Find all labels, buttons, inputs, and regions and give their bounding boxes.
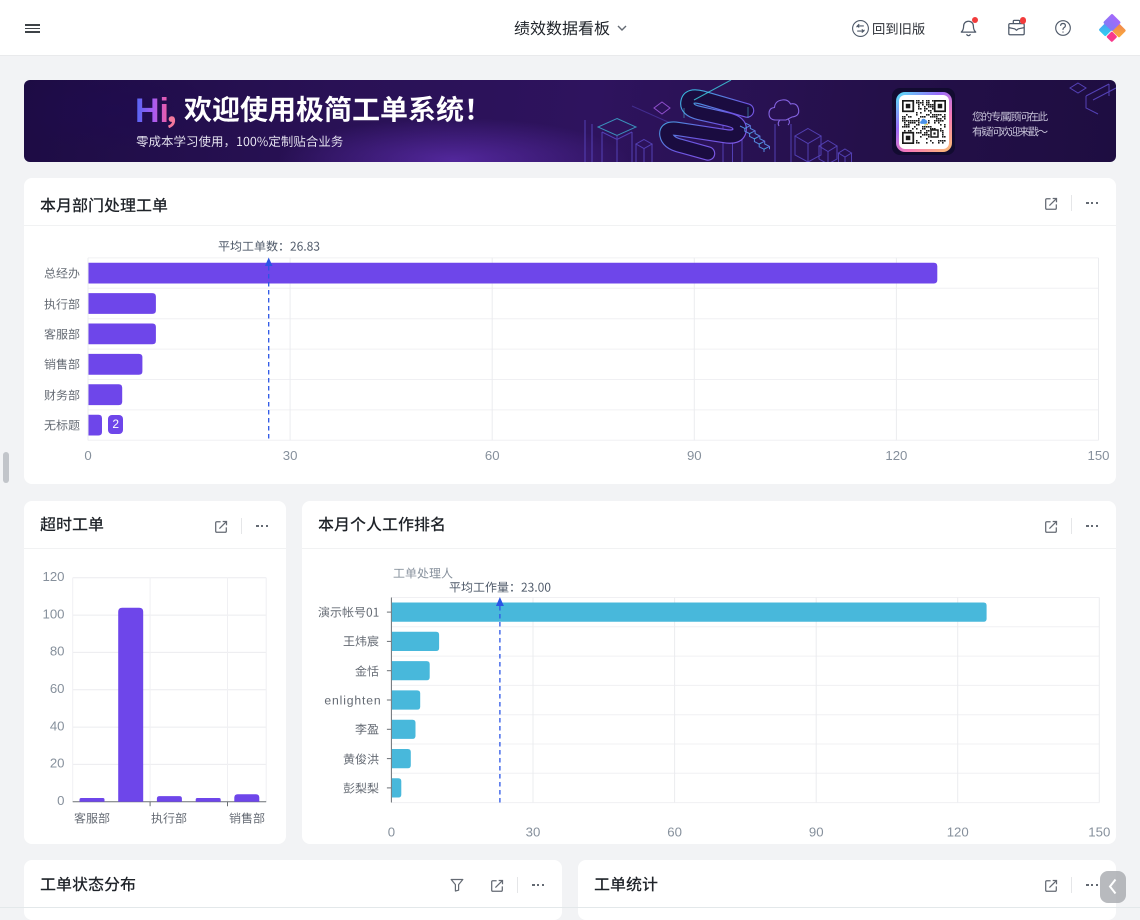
svg-text:40: 40: [50, 718, 65, 733]
svg-text:30: 30: [526, 825, 541, 840]
svg-text:0: 0: [84, 448, 91, 463]
svg-text:80: 80: [50, 644, 65, 659]
svg-text:0: 0: [388, 825, 395, 840]
svg-text:enlighten: enlighten: [324, 693, 381, 707]
svg-text:120: 120: [885, 448, 907, 463]
svg-text:120: 120: [947, 825, 969, 840]
svg-text:60: 60: [485, 448, 500, 463]
svg-text:0: 0: [57, 793, 64, 808]
svg-text:20: 20: [50, 756, 65, 771]
svg-text:150: 150: [1087, 448, 1109, 463]
svg-text:150: 150: [1088, 825, 1110, 840]
svg-text:90: 90: [809, 825, 824, 840]
svg-text:60: 60: [667, 825, 682, 840]
svg-text:100: 100: [42, 606, 64, 621]
svg-text:60: 60: [50, 681, 65, 696]
svg-text:120: 120: [42, 569, 64, 584]
svg-text:90: 90: [687, 448, 702, 463]
svg-text:30: 30: [283, 448, 298, 463]
